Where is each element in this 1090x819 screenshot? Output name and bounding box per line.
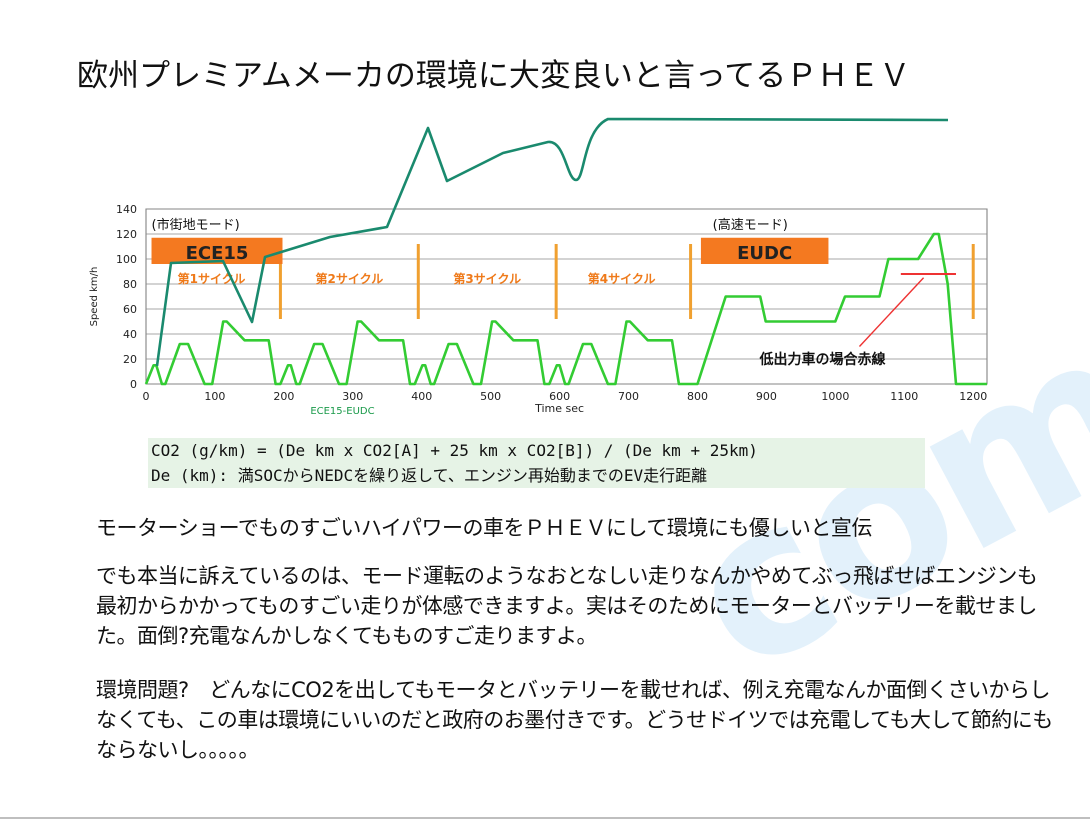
- slide-title: 欧州プレミアムメーカの環境に大変良いと言ってるＰＨＥＶ: [77, 58, 911, 94]
- y-tick-label: 140: [116, 203, 137, 216]
- x-tick-label: 100: [204, 390, 225, 403]
- cycle-label: 第4サイクル: [588, 271, 656, 286]
- cycle-label: 第3サイクル: [453, 271, 521, 286]
- chart-ticks: 0 20 40 60 80 100 120 140 0 100 200 300 400 500 600 700…: [89, 203, 987, 417]
- cycle-label: 第1サイクル: [178, 271, 246, 286]
- hand-drawn-overlay-line: [155, 117, 949, 367]
- cycle-label: 第2サイクル: [315, 271, 383, 286]
- y-tick-label: 20: [123, 353, 137, 366]
- x-tick-label: 1200: [959, 390, 987, 403]
- eudc-box: [700, 237, 829, 264]
- x-tick-label: 1000: [821, 390, 849, 403]
- y-axis-label: Speed km/h: [89, 267, 100, 327]
- ece15-box: [151, 237, 283, 264]
- y-tick-label: 0: [130, 378, 137, 391]
- x-tick-label: 500: [480, 390, 501, 403]
- series-label: ECE15-EUDC: [310, 406, 374, 417]
- red-annotation-label: 低出力車の場合赤線: [759, 351, 886, 368]
- y-tick-label: 100: [116, 253, 137, 266]
- speed-series-line: [144, 232, 987, 386]
- paragraph-3: 環境問題? どんなにCO2を出してもモータとバッテリーを載せれば、例え充電なんか…: [96, 678, 1053, 762]
- x-tick-label: 400: [411, 390, 432, 403]
- x-tick-label: 800: [687, 390, 708, 403]
- x-tick-label: 600: [549, 390, 570, 403]
- y-tick-label: 80: [123, 278, 137, 291]
- x-tick-label: 300: [342, 390, 363, 403]
- y-tick-label: 60: [123, 303, 137, 316]
- y-tick-label: 40: [123, 328, 137, 341]
- x-tick-label: 0: [143, 390, 150, 403]
- x-tick-label: 700: [618, 390, 639, 403]
- region-label-city: (市街地モード): [152, 217, 240, 233]
- region-label-highway: (高速モード): [713, 217, 788, 233]
- formula-line-2: De (km): 満SOCからNEDCを繰り返して、エンジン再始動までのEV走行…: [151, 466, 708, 485]
- x-tick-label: 200: [273, 390, 294, 403]
- x-tick-label: 900: [756, 390, 777, 403]
- eudc-label: EUDC: [737, 243, 792, 264]
- y-tick-label: 120: [116, 228, 137, 241]
- bottom-divider: [0, 817, 1090, 819]
- formula-line-1: CO2 (g/km) = (De km x CO2[A] + 25 km x C…: [151, 441, 758, 460]
- chart-overlay: 低出力車の場合赤線: [155, 117, 956, 368]
- x-tick-label: 1100: [890, 390, 918, 403]
- paragraph-2: でも本当に訴えているのは、モード運転のようなおとなしい走りなんかやめてぶっ飛ばせ…: [96, 564, 1038, 648]
- chart-labels: (市街地モード) (高速モード) ECE15 EUDC 第1サイクル 第2サイクル 第3サイ…: [151, 217, 829, 286]
- ece15-label: ECE15: [186, 243, 249, 264]
- chart-series: [144, 232, 987, 386]
- co2-formula: CO2 (g/km) = (De km x CO2[A] + 25 km x C…: [148, 438, 925, 488]
- red-annotation-pointer: [858, 277, 925, 347]
- speed-chart: (市街地モード) (高速モード) ECE15 EUDC 第1サイクル 第2サイクル 第3サイ…: [89, 117, 988, 417]
- paragraph-1: モーターショーでものすごいハイパワーの車をＰＨＥＶにして環境にも優しいと宣伝: [96, 516, 872, 540]
- x-axis-label: Time sec: [534, 402, 584, 415]
